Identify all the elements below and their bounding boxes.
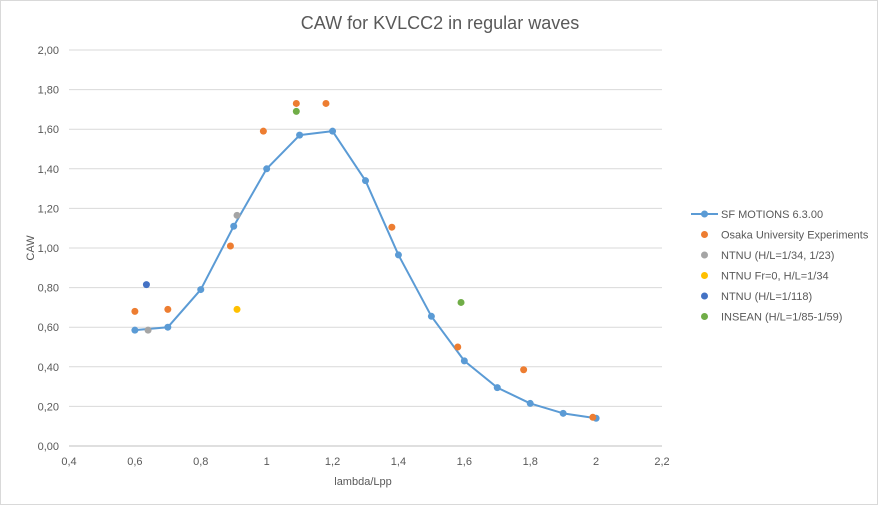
- y-tick-label: 1,20: [38, 203, 59, 215]
- chart-title: CAW for KVLCC2 in regular waves: [301, 13, 579, 33]
- data-point: [142, 281, 150, 289]
- x-axis-title: lambda/Lpp: [334, 476, 392, 488]
- data-point: [322, 99, 330, 107]
- legend-label: SF MOTIONS 6.3.00: [721, 209, 823, 221]
- data-point: [259, 127, 267, 135]
- x-tick-label: 1,6: [457, 456, 472, 468]
- data-point: [526, 399, 534, 407]
- y-tick-label: 1,60: [38, 124, 59, 136]
- legend-label: NTNU (H/L=1/118): [721, 291, 812, 303]
- x-tick-label: 0,4: [61, 456, 76, 468]
- data-point: [493, 384, 501, 392]
- legend-marker: [701, 231, 708, 238]
- series-line: [134, 130, 597, 420]
- x-tick-label: 1: [264, 456, 270, 468]
- legend-label: NTNU (H/L=1/34, 1/23): [721, 250, 834, 262]
- legend: SF MOTIONS 6.3.00 Osaka University Experi…: [691, 209, 869, 324]
- y-axis-title: CAW: [25, 235, 37, 261]
- legend-marker: [701, 313, 708, 320]
- y-tick-label: 0,40: [38, 362, 59, 374]
- data-point: [427, 312, 435, 320]
- x-tick-label: 0,6: [127, 456, 142, 468]
- data-point: [589, 413, 597, 421]
- x-axis-ticks: 0,4 0,6 0,8 1 1,2 1,4 1,6 1,8 2 2,2: [61, 456, 669, 468]
- data-point: [292, 107, 300, 115]
- data-point: [454, 343, 462, 351]
- data-point: [131, 307, 139, 315]
- data-point: [164, 305, 172, 313]
- legend-marker: [701, 251, 708, 259]
- x-tick-label: 0,8: [193, 456, 208, 468]
- data-point: [233, 305, 241, 313]
- data-point: [131, 326, 139, 334]
- data-point: [144, 326, 152, 334]
- data-point: [292, 99, 300, 107]
- data-point: [226, 242, 234, 250]
- y-tick-label: 1,40: [38, 164, 59, 176]
- y-tick-label: 0,20: [38, 401, 59, 413]
- data-point: [460, 357, 468, 365]
- data-point: [296, 131, 304, 139]
- chart-marks: [131, 99, 600, 422]
- data-point: [230, 222, 238, 230]
- x-tick-label: 1,4: [391, 456, 406, 468]
- y-tick-label: 2,00: [38, 45, 59, 57]
- legend-marker: [701, 272, 708, 279]
- data-point: [394, 251, 402, 259]
- data-point: [233, 211, 241, 219]
- y-tick-label: 0,60: [38, 322, 59, 334]
- legend-marker: [701, 210, 708, 218]
- data-point: [388, 223, 396, 231]
- x-tick-label: 1,2: [325, 456, 340, 468]
- data-point: [329, 127, 337, 135]
- y-tick-label: 0,80: [38, 283, 59, 295]
- data-point: [197, 286, 205, 294]
- legend-label: INSEAN (H/L=1/85-1/59): [721, 312, 842, 324]
- legend-label: NTNU Fr=0, H/L=1/34: [721, 271, 829, 283]
- x-tick-label: 1,8: [523, 456, 538, 468]
- y-tick-label: 1,00: [38, 243, 59, 255]
- y-axis-ticks: 0,00 0,20 0,40 0,60 0,80 1,00 1,20 1,40 1,60 1,80…: [38, 45, 59, 453]
- legend-label: Osaka University Experiments: [721, 230, 869, 242]
- x-tick-label: 2,2: [654, 456, 669, 468]
- data-point: [362, 177, 369, 185]
- data-point: [164, 323, 172, 331]
- data-point: [520, 366, 528, 374]
- legend-marker: [701, 292, 708, 300]
- x-tick-label: 2: [593, 456, 599, 468]
- y-tick-label: 0,00: [38, 441, 59, 453]
- data-point: [263, 165, 271, 173]
- data-point: [559, 409, 567, 417]
- data-point: [457, 298, 465, 306]
- y-tick-label: 1,80: [38, 85, 59, 97]
- grid-lines: [69, 49, 662, 447]
